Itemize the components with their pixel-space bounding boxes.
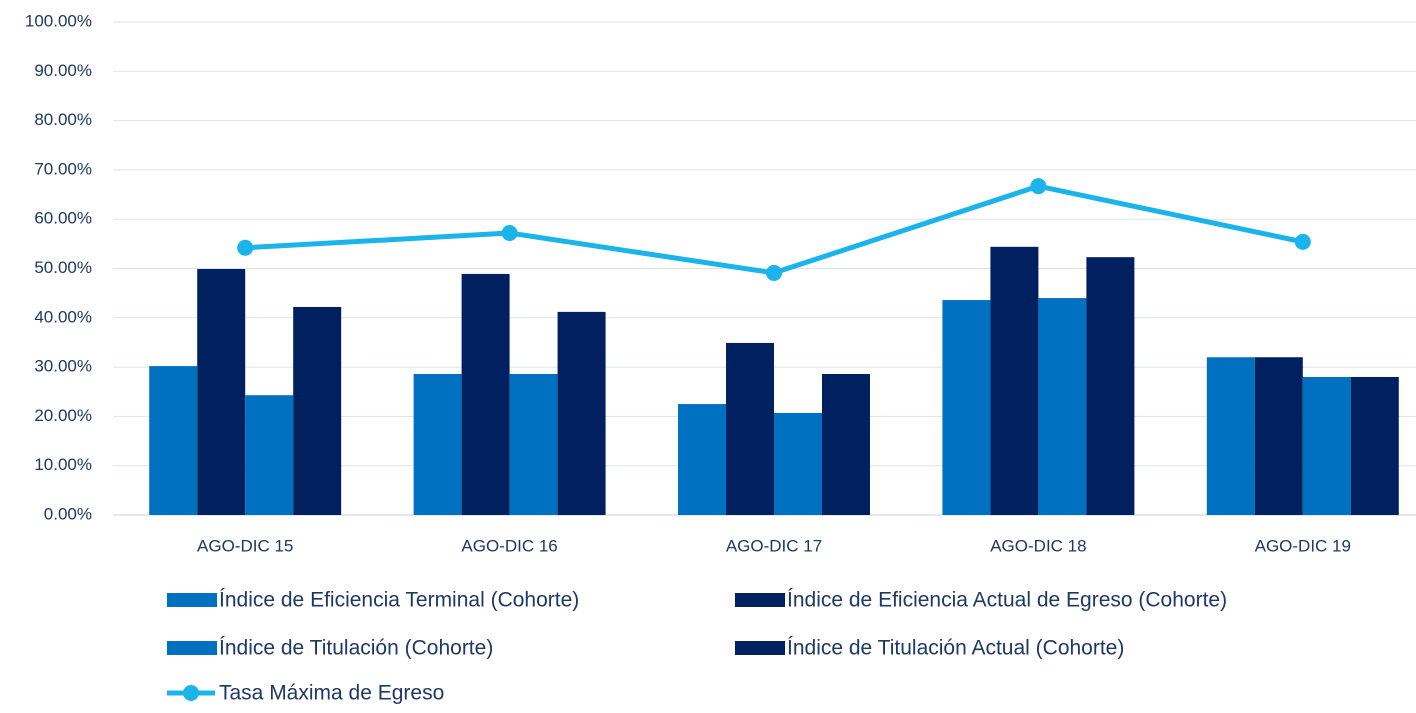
bar bbox=[1254, 357, 1303, 515]
legend-label: Índice de Eficiencia Actual de Egreso (C… bbox=[787, 589, 1227, 612]
y-tick-label: 70.00% bbox=[34, 159, 92, 178]
x-tick-label: AGO-DIC 19 bbox=[1255, 536, 1351, 555]
bar bbox=[942, 300, 991, 515]
y-tick-label: 50.00% bbox=[34, 258, 92, 277]
bar bbox=[149, 366, 198, 515]
line-point bbox=[501, 225, 518, 242]
bar bbox=[821, 374, 870, 515]
legend-label: Índice de Titulación (Cohorte) bbox=[219, 637, 493, 660]
line-point bbox=[1030, 178, 1047, 195]
bar bbox=[1206, 357, 1255, 515]
bar bbox=[1350, 376, 1399, 515]
y-tick-label: 10.00% bbox=[34, 455, 92, 474]
bar bbox=[461, 273, 510, 515]
x-tick-label: AGO-DIC 15 bbox=[197, 536, 293, 555]
legend-swatch bbox=[167, 641, 217, 655]
bar bbox=[1302, 376, 1351, 515]
bar bbox=[197, 268, 246, 515]
legend-swatch bbox=[167, 593, 217, 607]
y-tick-label: 80.00% bbox=[34, 110, 92, 129]
bar bbox=[245, 395, 294, 515]
legend-label: Índice de Eficiencia Terminal (Cohorte) bbox=[219, 589, 579, 612]
bar bbox=[1086, 257, 1135, 515]
bar bbox=[774, 412, 822, 515]
y-tick-label: 20.00% bbox=[34, 406, 92, 425]
line-point bbox=[237, 239, 254, 256]
line-point bbox=[1294, 233, 1311, 250]
y-tick-label: 60.00% bbox=[34, 209, 92, 228]
x-tick-label: AGO-DIC 16 bbox=[461, 536, 557, 555]
y-tick-label: 90.00% bbox=[34, 61, 92, 80]
legend-swatch bbox=[183, 685, 199, 701]
bar bbox=[293, 306, 342, 515]
x-tick-label: AGO-DIC 17 bbox=[726, 536, 822, 555]
bar bbox=[413, 374, 462, 515]
x-tick-label: AGO-DIC 18 bbox=[990, 536, 1086, 555]
y-tick-label: 0.00% bbox=[44, 504, 92, 523]
bar bbox=[509, 374, 558, 515]
bar bbox=[1038, 298, 1087, 515]
bar bbox=[726, 342, 774, 515]
legend-swatch bbox=[735, 593, 785, 607]
legend-label: Tasa Máxima de Egreso bbox=[219, 682, 444, 705]
bar bbox=[990, 246, 1039, 516]
legend-label: Índice de Titulación Actual (Cohorte) bbox=[787, 637, 1124, 660]
line-point bbox=[766, 264, 782, 281]
line bbox=[245, 183, 1304, 276]
y-tick-label: 30.00% bbox=[34, 357, 92, 376]
legend-swatch bbox=[735, 641, 785, 655]
y-tick-label: 100.00% bbox=[25, 11, 92, 30]
y-tick-label: 40.00% bbox=[34, 307, 92, 326]
bar bbox=[678, 404, 727, 515]
bar bbox=[557, 311, 606, 515]
